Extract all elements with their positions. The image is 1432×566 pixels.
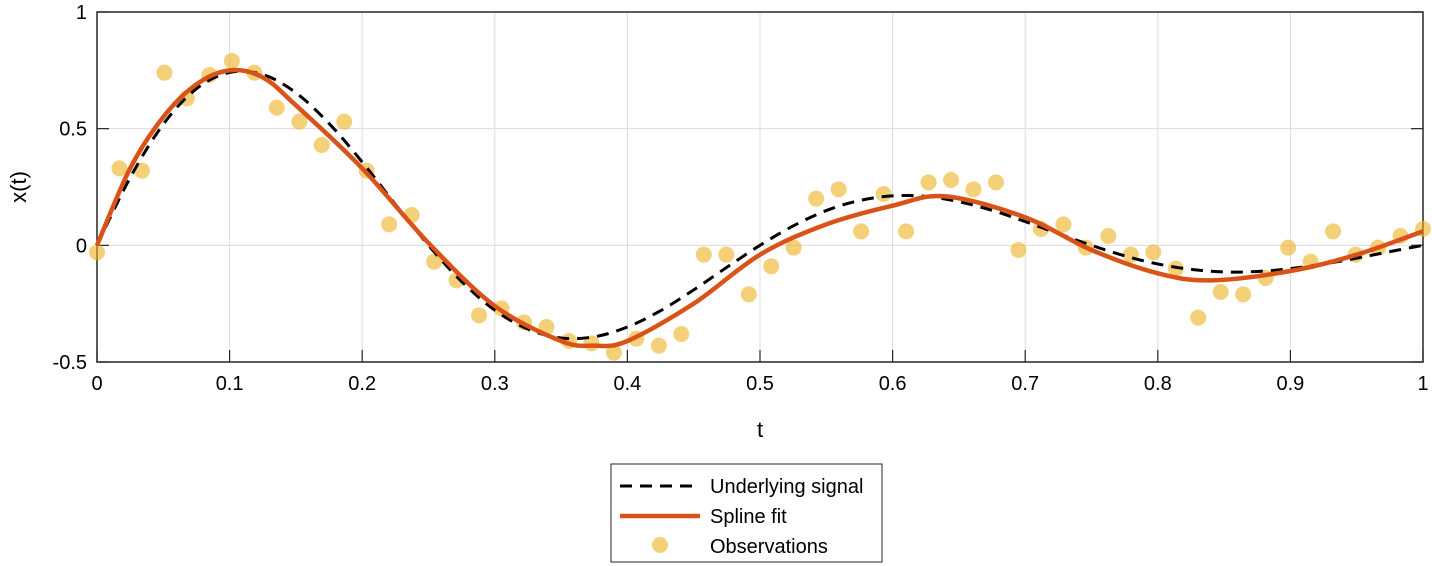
- x-tick-label: 0.4: [613, 373, 641, 395]
- observation-point: [313, 137, 330, 153]
- y-tick-label: 0: [76, 235, 87, 257]
- x-tick-label: 0: [91, 373, 102, 395]
- observation-point: [1212, 284, 1229, 300]
- observation-point: [89, 244, 105, 261]
- observation-point: [987, 174, 1004, 191]
- observation-point: [1280, 239, 1297, 256]
- x-tick-label: 0.5: [746, 373, 774, 395]
- y-tick-label: 0.5: [59, 119, 87, 141]
- series: [89, 53, 1431, 361]
- observation-point: [1235, 286, 1252, 303]
- observation-point: [268, 99, 285, 116]
- legend-box: [610, 463, 883, 563]
- observation-point: [898, 223, 915, 240]
- observation-point: [111, 160, 128, 177]
- observation-point: [830, 181, 847, 198]
- grid: [96, 11, 1424, 363]
- observation-point: [920, 174, 937, 191]
- observation-point: [740, 286, 757, 303]
- legend: Underlying signal Spline fit Observation…: [610, 463, 883, 563]
- observation-point: [695, 246, 712, 263]
- x-tick-label: 0.8: [1144, 373, 1172, 395]
- x-tick-label: 0.6: [879, 373, 907, 395]
- observation-point: [718, 246, 735, 263]
- observation-point: [650, 337, 667, 354]
- observation-point: [875, 186, 892, 202]
- observation-point: [471, 307, 488, 324]
- observation-point: [785, 239, 802, 256]
- observation-point: [156, 64, 173, 81]
- observation-point: [1190, 309, 1207, 326]
- spline-fit-line: [94, 67, 1424, 349]
- x-tick-label: 0.2: [348, 373, 376, 395]
- x-axis-label: t: [757, 417, 763, 442]
- ticks: 0 0.1 0.2 0.3 0.4 0.5 0.6 0.7 0.8 0.9 1-0.500.51: [53, 2, 1429, 395]
- observation-point: [1010, 242, 1027, 258]
- observation-point: [1100, 228, 1117, 244]
- observation-point: [426, 253, 443, 270]
- legend-label-spline-fit: Spline fit: [710, 506, 787, 528]
- observation-point: [291, 113, 308, 130]
- y-tick-label: -0.5: [53, 352, 87, 374]
- observation-point: [965, 181, 982, 198]
- observation-point: [673, 326, 690, 342]
- observation-point: [336, 113, 353, 130]
- observation-point: [381, 216, 398, 233]
- y-tick-label: 1: [76, 2, 87, 24]
- x-tick-label: 0.9: [1276, 373, 1304, 395]
- underlying-signal-line: [95, 69, 1424, 341]
- y-axis-label: x(t): [6, 171, 31, 203]
- x-tick-label: 0.1: [216, 373, 244, 395]
- x-tick-label: 0.7: [1011, 373, 1039, 395]
- observation-point: [1055, 216, 1072, 233]
- observation-point: [853, 223, 870, 240]
- observation-point: [763, 258, 780, 275]
- observation-point: [808, 190, 825, 207]
- legend-label-observations: Observations: [710, 536, 828, 558]
- x-tick-label: 0.3: [481, 373, 509, 395]
- x-tick-label: 1: [1417, 373, 1428, 395]
- legend-swatch-observations: [652, 537, 668, 553]
- observation-point: [943, 172, 960, 188]
- observation-point: [1325, 223, 1342, 240]
- observation-point: [223, 53, 240, 69]
- observation-point: [605, 344, 622, 361]
- observation-point: [1145, 244, 1162, 261]
- legend-label-underlying-signal: Underlying signal: [710, 476, 863, 498]
